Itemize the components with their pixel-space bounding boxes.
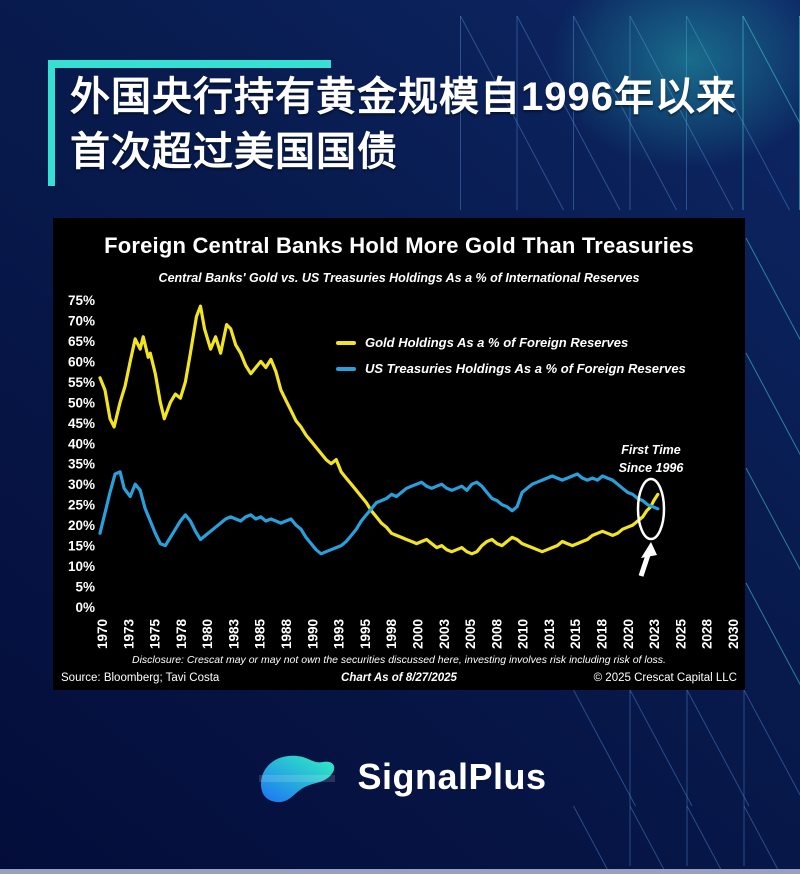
x-axis-tick-label: 1983 — [226, 618, 241, 649]
pattern-line — [573, 15, 677, 211]
y-axis-tick-label: 70% — [68, 313, 95, 328]
x-axis-tick-label: 2000 — [410, 619, 425, 649]
y-axis-tick-label: 15% — [68, 539, 95, 554]
x-axis-tick-label: 2028 — [700, 618, 715, 649]
chart-subtitle: Central Banks' Gold vs. US Treasuries Ho… — [158, 271, 640, 285]
x-axis-tick-label: 2013 — [542, 618, 557, 649]
legend-item-gold: Gold Holdings As a % of Foreign Reserves — [336, 335, 628, 350]
pattern-line — [629, 689, 693, 807]
headline-line-2: 首次超过美国国债 — [70, 130, 398, 174]
x-axis-tick-label: 2005 — [463, 618, 478, 649]
y-axis-tick-label: 20% — [68, 518, 95, 533]
gold-line-swatch-icon — [336, 340, 356, 345]
up-arrow — [638, 542, 657, 577]
disclosure-text: Disclosure: Crescat may or may not own t… — [132, 654, 666, 666]
pattern-line — [743, 689, 800, 796]
pattern-line — [629, 805, 667, 874]
x-axis-tick-label: 1975 — [148, 618, 163, 649]
x-axis-tick-label: 1973 — [121, 618, 136, 649]
gold-series-line — [98, 304, 660, 556]
x-axis-tick-label: 1988 — [279, 618, 294, 649]
pattern-line — [742, 15, 800, 125]
signalplus-logo: SignalPlus — [0, 744, 800, 810]
x-axis-tick-label: 1985 — [253, 618, 268, 649]
x-axis-tick-label: 2018 — [595, 618, 610, 649]
bottom-edge-strip — [0, 869, 800, 874]
x-axis-tick-label: 2015 — [568, 618, 583, 649]
pattern-line — [573, 689, 636, 807]
annotation: First Time Since 1996 — [570, 441, 732, 477]
x-axis-tick-label: 2025 — [673, 618, 688, 649]
y-axis-tick-label: 5% — [75, 580, 95, 595]
chart-panel: Foreign Central Banks Hold More Gold Tha… — [53, 218, 745, 690]
x-axis-tick-label: 1995 — [358, 618, 373, 649]
y-axis-tick-label: 40% — [68, 436, 95, 451]
y-axis-tick-label: 0% — [75, 600, 95, 615]
y-axis-tick-label: 45% — [68, 416, 95, 431]
x-axis-tick-label: 1970 — [95, 619, 110, 649]
y-axis-tick-label: 25% — [68, 498, 95, 513]
crossover-highlight-ellipse — [636, 477, 666, 541]
signalplus-logo-text: SignalPlus — [357, 756, 547, 797]
x-axis-tick-label: 1980 — [200, 619, 215, 649]
x-axis-tick-label: 2010 — [516, 619, 531, 649]
pattern-line — [745, 582, 800, 686]
pattern-line — [460, 15, 564, 211]
x-axis-tick-label: 1978 — [174, 618, 189, 649]
y-axis-tick-label: 65% — [68, 334, 95, 349]
y-axis-tick-label: 75% — [68, 293, 95, 308]
x-axis-tick-label: 1993 — [332, 618, 347, 649]
as-of-text: Chart As of 8/27/2025 — [341, 672, 457, 684]
x-axis-tick-label: 2020 — [621, 619, 636, 649]
pattern-line — [743, 805, 781, 874]
headline-line-1: 外国央行持有黄金规模自1996年以来 — [70, 75, 737, 119]
headline-accent-bar-left — [48, 60, 55, 186]
x-axis-tick-label: 2008 — [489, 618, 504, 649]
x-axis-tick-label: 2023 — [647, 618, 662, 649]
pattern-line — [686, 15, 790, 211]
pattern-line — [686, 689, 750, 807]
x-axis-tick-label: 2003 — [437, 618, 452, 649]
y-axis-tick-label: 35% — [68, 457, 95, 472]
pattern-line — [516, 15, 621, 211]
pattern-line — [745, 467, 800, 571]
y-axis-tick-label: 50% — [68, 395, 95, 410]
signalplus-logo-icon — [259, 755, 336, 803]
x-axis-tick-label: 2030 — [726, 619, 741, 649]
legend-item-treasuries: US Treasuries Holdings As a % of Foreign… — [336, 361, 686, 376]
treasuries-series-line — [98, 470, 660, 556]
pattern-line — [573, 805, 611, 874]
source-text: Source: Bloomberg; Tavi Costa — [61, 672, 220, 684]
pattern-line — [745, 352, 800, 456]
x-axis-tick-label: 1990 — [305, 619, 320, 649]
headline-accent-bar-top — [48, 60, 331, 68]
y-axis-tick-label: 10% — [68, 559, 95, 574]
annotation-line-2: Since 1996 — [618, 461, 684, 475]
pattern-line — [745, 237, 800, 341]
legend-label-treasuries: US Treasuries Holdings As a % of Foreign… — [365, 361, 686, 376]
copyright-text: © 2025 Crescat Capital LLC — [593, 672, 737, 684]
x-axis-tick-label: 1998 — [384, 618, 399, 649]
legend-label-gold: Gold Holdings As a % of Foreign Reserves — [365, 335, 629, 350]
plot-area: 75% 70% 65% 60% 55% 50% 45% 40% 35% 30% 25% 20% 15% 1… — [68, 293, 741, 649]
pattern-line — [686, 805, 724, 874]
treasuries-line-swatch-icon — [336, 366, 356, 371]
chart-title: Foreign Central Banks Hold More Gold Tha… — [104, 233, 694, 258]
pattern-line — [629, 15, 734, 211]
headline: 外国央行持有黄金规模自1996年以来 首次超过美国国债 — [70, 70, 737, 180]
annotation-line-1: First Time — [621, 443, 681, 457]
y-axis-tick-label: 55% — [68, 375, 95, 390]
y-axis-tick-label: 30% — [68, 477, 95, 492]
y-axis-tick-label: 60% — [68, 354, 95, 369]
